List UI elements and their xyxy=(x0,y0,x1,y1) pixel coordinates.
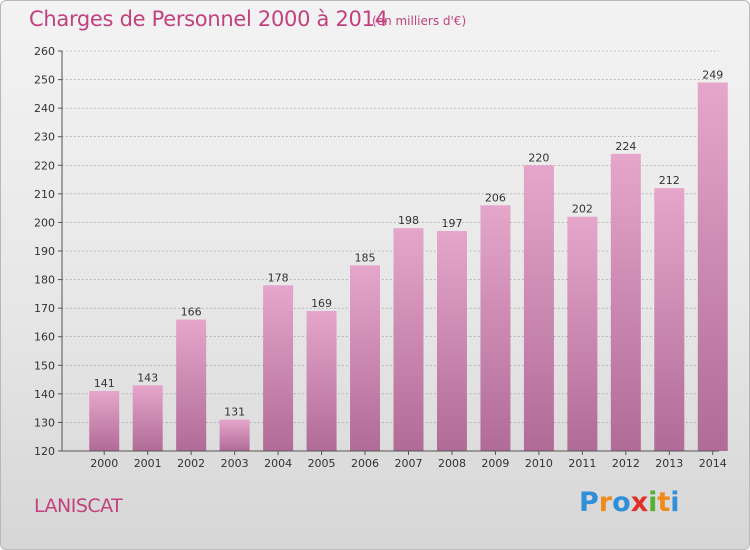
y-tick-label: 120 xyxy=(34,445,55,458)
labels: 120 130 140 150 160 170 180 190 200 210 220 230 240 2… xyxy=(34,45,727,470)
bar-value-label: 185 xyxy=(355,251,376,264)
proxiti-logo-icon: Proxiti xyxy=(579,487,680,518)
bar xyxy=(393,228,424,451)
x-tick-label: 2000 xyxy=(90,457,118,470)
y-tick-label: 180 xyxy=(34,274,55,287)
bar xyxy=(697,82,728,451)
bar-value-label: 141 xyxy=(94,377,115,390)
chart-subtitle: (en milliers d'€) xyxy=(372,14,467,28)
chart-title: Charges de Personnel 2000 à 2014 xyxy=(29,7,388,31)
x-tick-label: 2003 xyxy=(221,457,249,470)
y-tick-label: 250 xyxy=(34,74,55,87)
bar xyxy=(480,205,511,451)
bar xyxy=(523,165,554,452)
y-tick-label: 150 xyxy=(34,359,55,372)
bar xyxy=(219,419,250,451)
y-tick-label: 260 xyxy=(34,45,55,58)
bar xyxy=(176,319,207,451)
bar-value-label: 212 xyxy=(659,174,680,187)
grid-lines xyxy=(62,50,719,423)
bar-value-label: 143 xyxy=(137,371,158,384)
bar-value-label: 202 xyxy=(572,203,593,216)
y-tick-label: 210 xyxy=(34,188,55,201)
y-tick-label: 170 xyxy=(34,302,55,315)
x-tick-label: 2002 xyxy=(177,457,205,470)
bar xyxy=(263,285,294,451)
x-tick-label: 2013 xyxy=(655,457,683,470)
x-tick-label: 2014 xyxy=(699,457,727,470)
x-tick-label: 2005 xyxy=(308,457,336,470)
bar-value-label: 198 xyxy=(398,214,419,227)
y-tick-label: 160 xyxy=(34,331,55,344)
y-tick-label: 220 xyxy=(34,159,55,172)
bar-value-label: 166 xyxy=(181,306,202,319)
bar-value-label: 220 xyxy=(528,151,549,164)
y-tick-label: 240 xyxy=(34,102,55,115)
bars xyxy=(89,82,728,452)
bar-value-label: 206 xyxy=(485,191,506,204)
y-tick-label: 140 xyxy=(34,388,55,401)
bar-value-label: 178 xyxy=(268,271,289,284)
bar-value-label: 249 xyxy=(702,68,723,81)
y-tick-label: 190 xyxy=(34,245,55,258)
bar-value-label: 224 xyxy=(615,140,636,153)
city-name: LANISCAT xyxy=(34,495,123,517)
bar-value-label: 169 xyxy=(311,297,332,310)
bar xyxy=(436,231,467,451)
bar-value-label: 131 xyxy=(224,406,245,419)
bar xyxy=(567,216,598,451)
y-tick-label: 230 xyxy=(34,131,55,144)
x-tick-label: 2001 xyxy=(134,457,162,470)
x-tick-label: 2008 xyxy=(438,457,466,470)
x-tick-label: 2007 xyxy=(395,457,423,470)
bar xyxy=(132,385,163,451)
bar xyxy=(306,311,337,451)
bar xyxy=(654,188,685,451)
x-tick-label: 2009 xyxy=(481,457,509,470)
bar xyxy=(350,265,381,451)
x-tick-label: 2012 xyxy=(612,457,640,470)
bar xyxy=(610,153,641,451)
y-tick-label: 200 xyxy=(34,216,55,229)
bar xyxy=(89,391,120,451)
x-tick-label: 2004 xyxy=(264,457,292,470)
x-tick-label: 2011 xyxy=(568,457,596,470)
bar-value-label: 197 xyxy=(441,217,462,230)
axes xyxy=(58,50,719,455)
x-tick-label: 2010 xyxy=(525,457,553,470)
x-tick-label: 2006 xyxy=(351,457,379,470)
y-tick-label: 130 xyxy=(34,416,55,429)
